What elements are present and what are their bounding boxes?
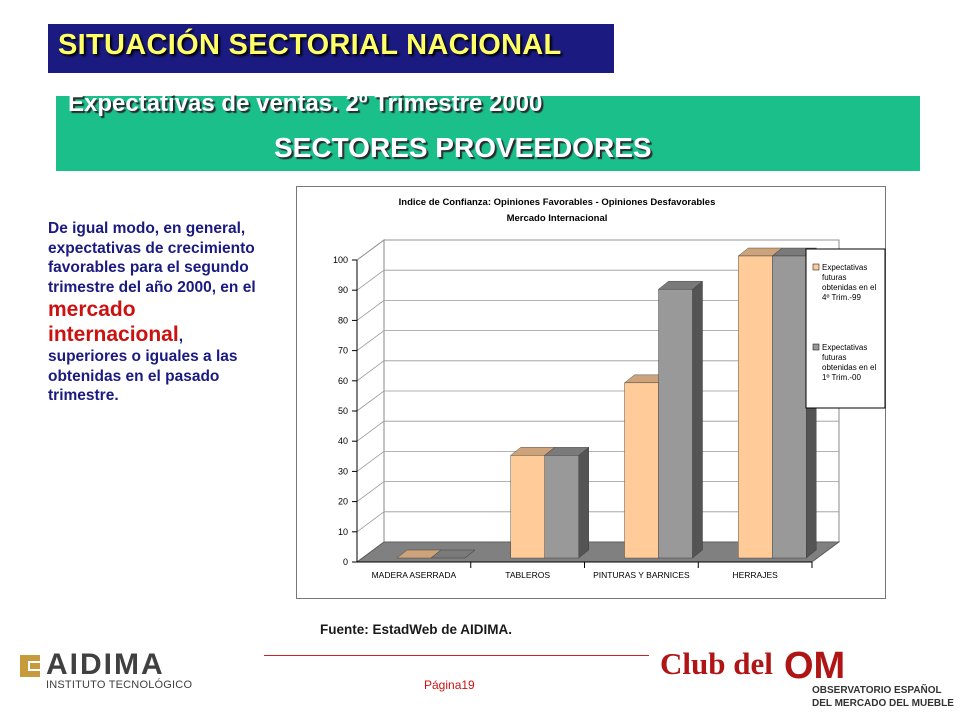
bar [772,255,807,559]
y-tick-label: 70 [338,346,348,356]
source-note: Fuente: EstadWeb de AIDIMA. [320,622,513,637]
aidima-name: AIDIMA [46,648,165,681]
bar [510,455,545,559]
footer-divider [264,655,649,656]
legend-label: Expectativas [822,263,867,272]
bar [624,382,659,559]
bar [738,255,773,559]
legend-label: 1º Trim.-00 [822,373,861,382]
observatorio-line-1: OBSERVATORIO ESPAÑOL [812,685,942,696]
subtitle-banner [56,96,920,171]
x-tick-label: TABLEROS [505,570,550,580]
bar [544,455,579,559]
title-banner [48,24,614,73]
chart-subtitle: Mercado Internacional [507,213,608,224]
body-text-intro: De igual modo, en general, expectativas … [48,220,256,296]
y-tick-label: 40 [338,436,348,446]
om-logo-icon: OM [784,646,845,682]
y-tick-label: 0 [343,557,348,567]
legend-box [805,248,886,409]
chart-container: Indice de Confianza: Opiniones Favorable… [296,186,886,599]
gridline [356,239,839,261]
subtitle-line-1: Expectativas de ventas. 2º Trimestre 200… [68,90,543,117]
bar-chart: Indice de Confianza: Opiniones Favorable… [296,186,886,599]
legend-label: futuras [822,353,846,362]
x-tick-label: HERRAJES [732,570,778,580]
bar [658,289,693,559]
y-tick-label: 30 [338,466,348,476]
observatorio-line-2: DEL MERCADO DEL MUEBLE [812,698,954,709]
body-comma: , [178,328,184,345]
body-text-outro: superiores o iguales a las obtenidas en … [48,348,238,404]
club-del-label: Club del [660,646,773,681]
y-tick-label: 50 [338,406,348,416]
bar-side [578,446,589,559]
bar-side [692,280,703,559]
legend-swatch [812,263,820,271]
legend-label: obtenidas en el [822,283,876,292]
bar-top [430,549,476,559]
om-logo-text: OM [784,646,845,682]
y-tick-label: 100 [333,255,348,265]
gridline [356,269,839,291]
y-tick-label: 90 [338,285,348,295]
x-tick-label: MADERA ASERRADA [372,570,457,580]
subtitle-line-2: SECTORES PROVEEDORES [274,132,652,163]
legend-label: 4º Trim.-99 [822,293,861,302]
y-tick-label: 20 [338,497,348,507]
y-tick-label: 80 [338,315,348,325]
chart-title: Indice de Confianza: Opiniones Favorable… [399,197,716,208]
legend-label: futuras [822,273,846,282]
legend-label: Expectativas [822,343,867,352]
page-title: SITUACIÓN SECTORIAL NACIONAL [58,29,562,61]
x-tick-label: PINTURAS Y BARNICES [593,570,690,580]
body-paragraph: De igual modo, en general, expectativas … [48,219,260,406]
y-tick-label: 60 [338,376,348,386]
legend-label: obtenidas en el [822,363,876,372]
legend-swatch [812,343,820,351]
aidima-logo-icon [20,655,40,677]
aidima-subtitle: INSTITUTO TECNOLÓGICO [46,679,193,691]
body-highlight: mercado internacional [48,298,179,346]
page-number: Página19 [424,678,475,692]
y-tick-label: 10 [338,527,348,537]
